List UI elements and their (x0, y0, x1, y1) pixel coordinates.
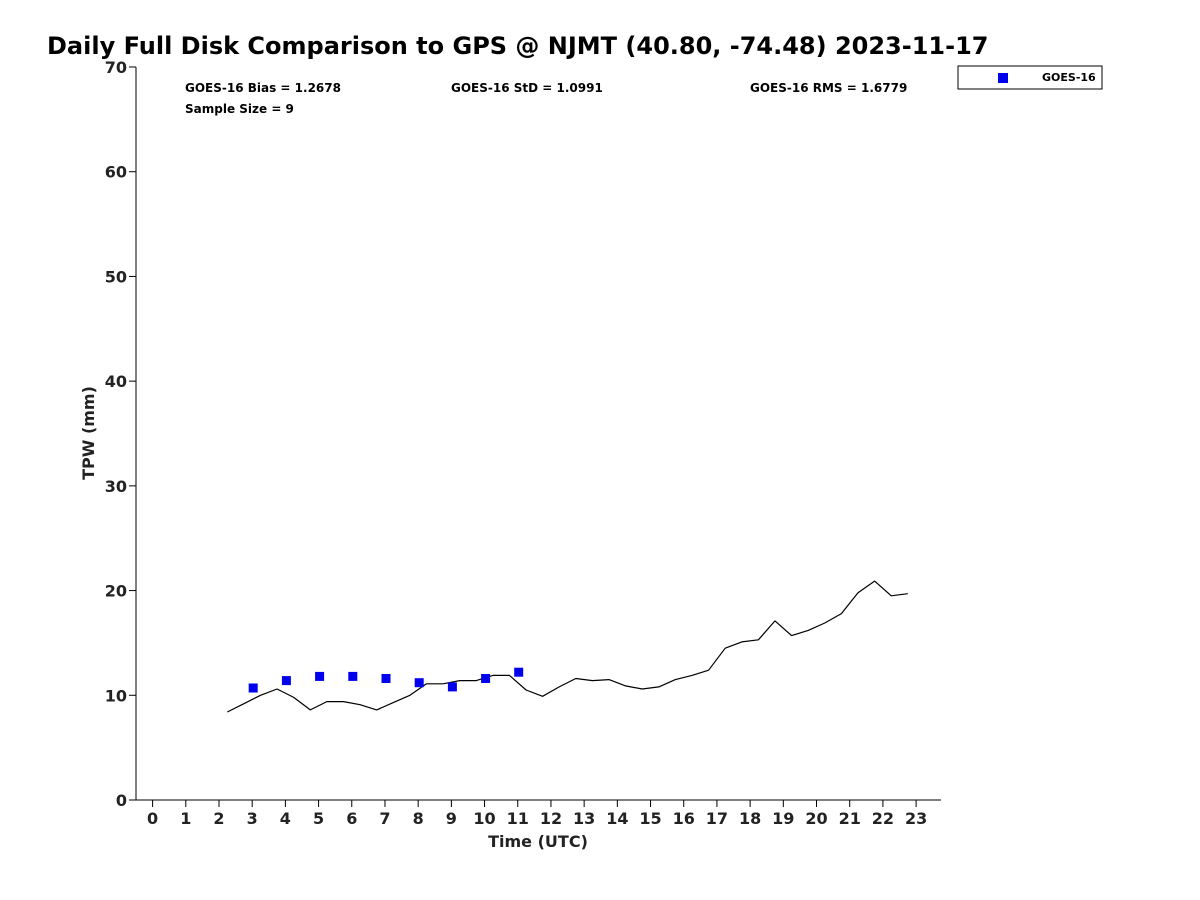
goes16-point (248, 683, 258, 693)
goes16-point (315, 671, 325, 681)
legend-marker-goes16 (998, 73, 1008, 83)
x-tick-label: 9 (446, 809, 457, 828)
chart-title: Daily Full Disk Comparison to GPS @ NJMT… (47, 32, 988, 60)
x-tick-label: 2 (213, 809, 224, 828)
x-tick-label: 10 (473, 809, 495, 828)
y-tick-label: 10 (105, 686, 127, 705)
x-tick-label: 1 (180, 809, 191, 828)
stat-std: GOES-16 StD = 1.0991 (451, 81, 603, 95)
stat-bias: GOES-16 Bias = 1.2678 (185, 81, 341, 95)
x-tick-label: 22 (872, 809, 894, 828)
gps-tpw-line (227, 580, 908, 713)
x-tick-label: 13 (573, 809, 595, 828)
x-tick-label: 7 (379, 809, 390, 828)
goes16-point (348, 671, 358, 681)
goes16-point (481, 674, 491, 683)
x-tick-label: 11 (507, 809, 529, 828)
stat-sample-size: Sample Size = 9 (185, 102, 294, 116)
y-tick-label: 20 (105, 582, 127, 601)
y-ticks: 0 10 20 30 40 50 60 70 (105, 58, 136, 810)
x-tick-label: 6 (346, 809, 357, 828)
legend: GOES-16 (957, 65, 1103, 90)
x-axis-label: Time (UTC) (488, 832, 588, 851)
x-tick-label: 8 (413, 809, 424, 828)
x-tick-label: 3 (247, 809, 258, 828)
x-tick-label: 4 (280, 809, 291, 828)
x-tick-label: 5 (313, 809, 324, 828)
stat-rms: GOES-16 RMS = 1.6779 (750, 81, 907, 95)
legend-label-goes16: GOES-16 (1042, 71, 1096, 84)
y-tick-label: 70 (105, 58, 127, 77)
y-tick-label: 30 (105, 477, 127, 496)
x-tick-label: 18 (739, 809, 761, 828)
x-tick-label: 21 (839, 809, 861, 828)
x-tick-label: 16 (673, 809, 695, 828)
y-tick-label: 0 (116, 791, 127, 810)
x-tick-label: 14 (606, 809, 628, 828)
x-tick-label: 20 (805, 809, 827, 828)
x-tick-label: 19 (772, 809, 794, 828)
x-tick-label: 23 (905, 809, 927, 828)
goes16-point (381, 674, 391, 683)
legend-box (957, 65, 1103, 90)
goes16-point (281, 676, 291, 686)
x-tick-label: 17 (706, 809, 728, 828)
y-axis-label: TPW (mm) (79, 386, 98, 480)
x-tick-label: 15 (639, 809, 661, 828)
goes16-point (414, 678, 424, 688)
goes16-point (514, 667, 524, 677)
goes16-point (447, 682, 457, 692)
x-tick-label: 12 (540, 809, 562, 828)
x-ticks: 0 1 2 3 4 5 6 7 8 9 10 11 12 13 14 15 16 17 18 19 20 21 22 23 (147, 800, 927, 828)
y-tick-label: 60 (105, 163, 127, 182)
y-tick-label: 40 (105, 372, 127, 391)
x-tick-label: 0 (147, 809, 158, 828)
y-tick-label: 50 (105, 267, 127, 286)
series-layer (227, 580, 908, 713)
